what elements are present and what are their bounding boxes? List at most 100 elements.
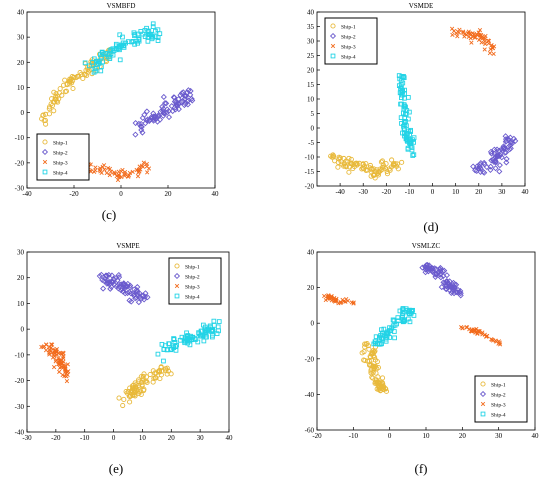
data-point-ship2: [177, 92, 184, 99]
data-point-ship2: [502, 133, 509, 140]
data-point-ship1: [368, 368, 374, 374]
data-point-ship2: [127, 290, 134, 297]
data-point-ship3: [88, 169, 94, 174]
data-point-ship4: [210, 328, 216, 334]
data-point-ship2: [498, 154, 505, 161]
data-point-ship4: [184, 333, 190, 339]
data-point-ship2: [184, 98, 191, 105]
legend-label: Ship-1: [491, 383, 506, 389]
data-point-ship4: [186, 338, 192, 344]
x-tick-label: -10: [80, 434, 90, 442]
data-point-ship4: [108, 51, 114, 56]
data-point-ship2: [144, 294, 151, 301]
data-point-ship1: [73, 74, 79, 81]
data-point-ship1: [42, 117, 49, 123]
data-point-ship1: [158, 372, 164, 378]
data-point-ship3: [51, 364, 57, 370]
data-point-ship2: [487, 166, 494, 173]
x-tick-label: 30: [197, 434, 205, 442]
data-point-ship3: [61, 363, 66, 368]
data-point-ship3: [100, 164, 105, 170]
data-point-ship1: [54, 93, 60, 99]
data-point-ship4: [411, 140, 416, 145]
data-point-ship3: [141, 160, 146, 165]
data-point-ship2: [474, 163, 481, 170]
data-point-ship2: [443, 272, 450, 279]
data-point-ship4: [211, 322, 217, 328]
data-point-ship3: [102, 167, 107, 172]
data-point-ship3: [146, 166, 152, 171]
y-tick-label: -60: [305, 427, 315, 435]
data-point-ship3: [57, 369, 62, 375]
data-point-ship1: [341, 161, 348, 167]
y-tick-label: -30: [15, 403, 25, 411]
data-point-ship4: [87, 63, 92, 69]
data-point-ship2: [171, 104, 178, 111]
data-point-ship4: [391, 318, 397, 324]
x-tick-label: 10: [139, 434, 147, 442]
data-point-ship3: [340, 297, 345, 303]
data-point-ship2: [423, 265, 430, 272]
chart-d-svg: VSMDE -40 -30 -20 -10 0 10 20 30 40 -20 -15 -10 -5 0 5 1…: [305, 2, 529, 196]
data-point-ship1: [125, 388, 132, 395]
data-point-ship4: [192, 336, 198, 341]
chart-title: VSMLZC: [412, 242, 441, 250]
data-point-ship3: [88, 162, 93, 167]
data-points: [39, 21, 196, 183]
chart-panel-f: VSMLZC -20 -10 0 10 20 30 40 -60 -40 -20 0 20 40 Ship-…: [295, 240, 545, 445]
data-point-ship1: [372, 363, 378, 369]
data-point-ship2: [438, 284, 445, 291]
data-point-ship3: [108, 169, 113, 174]
legend-label: Ship-2: [185, 275, 200, 281]
data-point-ship4: [114, 43, 119, 49]
data-point-ship1: [46, 111, 53, 117]
legend-label: Ship-2: [491, 393, 506, 399]
data-point-ship3: [490, 46, 495, 51]
data-point-ship1: [164, 371, 170, 377]
data-point-ship4: [150, 34, 156, 40]
data-point-ship4: [392, 335, 397, 341]
data-point-ship3: [135, 174, 141, 179]
data-point-ship4: [407, 308, 412, 314]
data-point-ship1: [336, 156, 342, 162]
y-tick-label: -40: [305, 391, 315, 399]
x-tick-label: 40: [226, 434, 234, 442]
data-point-ship2: [494, 153, 501, 160]
data-point-ship2: [492, 165, 499, 172]
data-point-ship2: [165, 108, 172, 115]
data-point-ship3: [107, 172, 112, 178]
data-point-ship1: [51, 89, 57, 95]
data-point-ship2: [96, 273, 103, 280]
data-point-ship3: [333, 297, 339, 303]
caption-c: (c): [101, 207, 117, 222]
data-point-ship1: [78, 71, 84, 77]
data-point-ship4: [196, 331, 202, 337]
data-point-ship2: [440, 272, 447, 280]
data-point-ship4: [197, 333, 203, 339]
data-point-ship3: [478, 33, 484, 38]
data-point-ship2: [182, 93, 189, 100]
data-point-ship3: [127, 170, 133, 176]
data-point-ship1: [141, 371, 147, 377]
legend-box: [168, 257, 222, 305]
data-point-ship4: [99, 49, 105, 55]
data-points: [328, 26, 519, 181]
data-point-ship2: [512, 137, 519, 144]
data-point-ship2: [138, 295, 145, 302]
data-point-ship4: [136, 36, 142, 42]
data-point-ship4: [169, 346, 174, 352]
data-point-ship4: [406, 95, 411, 100]
data-point-ship3: [114, 174, 119, 179]
data-point-ship2: [470, 163, 477, 170]
data-point-ship1: [136, 379, 142, 385]
data-point-ship2: [508, 139, 515, 146]
data-point-ship3: [491, 51, 496, 56]
data-point-ship2: [496, 153, 503, 160]
y-tick-label: -30: [15, 185, 25, 193]
data-point-ship2: [150, 117, 157, 124]
chart-title: VSMPE: [116, 242, 139, 250]
data-point-ship4: [145, 38, 151, 44]
data-point-ship1: [62, 89, 68, 95]
data-point-ship4: [390, 317, 396, 323]
x-tick-label: 40: [532, 432, 540, 440]
